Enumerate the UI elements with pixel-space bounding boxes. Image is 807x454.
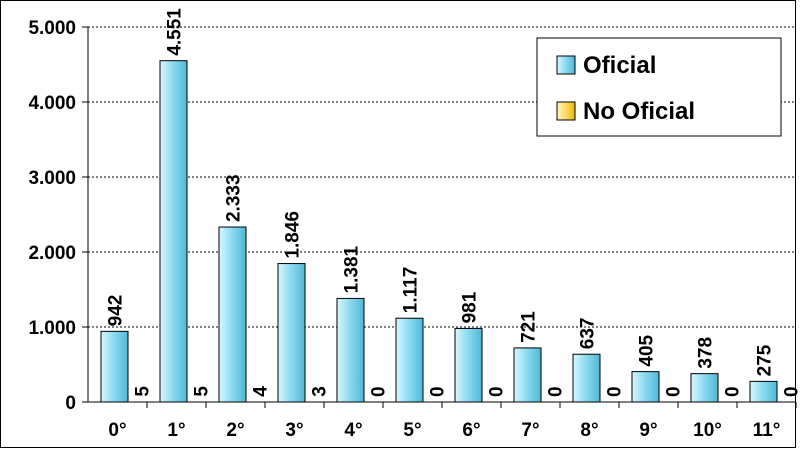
bar-oficial [749,380,778,403]
legend-swatch-oficial [556,55,576,75]
axes: 0 1.000 2.000 3.000 4.000 5.000 0° 1° 2° 3° 4° 5° 6°… [28,18,797,441]
legend-label-oficial: Oficial [583,52,656,79]
y-tick-label: 4.000 [28,93,76,114]
data-label-oficial: 1.846 [283,211,304,259]
x-tick-label: 5° [403,420,421,441]
x-tick-label: 2° [226,420,244,441]
x-tick-label: 0° [108,420,126,441]
legend-swatch-no-oficial [556,101,576,121]
bar-oficial [100,330,129,403]
y-tick-label: 5.000 [28,18,76,39]
x-tick-label: 3° [285,420,303,441]
x-tick-label: 8° [580,420,598,441]
y-tick-label: 3.000 [28,168,76,189]
legend-label-no-oficial: No Oficial [583,98,695,125]
y-tick-label: 0 [65,393,76,414]
bar-oficial [336,297,365,403]
data-label-oficial: 721 [519,311,540,343]
data-label-oficial: 378 [696,337,717,369]
bar-oficial [631,371,660,403]
data-label-oficial: 637 [578,318,599,350]
data-label-oficial: 405 [637,334,658,366]
bar-oficial [454,327,483,403]
gridlines [88,26,796,328]
y-tick-label: 2.000 [28,243,76,264]
data-label-no-oficial: 0 [723,386,744,397]
data-label-oficial: 275 [755,344,776,376]
bar-oficial [572,353,601,403]
data-label-oficial: 981 [460,291,481,323]
data-labels: 942 5 4.551 5 2.333 4 1.846 3 1.381 0 1.117 0 981 0 72… [106,8,803,397]
bar-oficial [690,373,719,403]
x-tick-label: 11° [753,420,781,441]
data-label-no-oficial: 5 [192,386,213,397]
data-label-oficial: 942 [106,295,127,327]
data-label-no-oficial: 0 [782,386,803,397]
bar-oficial [218,226,247,403]
data-label-oficial: 1.117 [401,267,422,314]
data-label-oficial: 1.381 [342,245,363,293]
data-label-oficial: 4.551 [165,8,186,56]
x-tick-label: 10° [693,420,722,441]
x-tick-label: 9° [639,420,657,441]
bar-oficial [277,263,306,403]
bar-oficial [513,347,542,403]
legend: Oficial No Oficial [536,37,782,137]
bar-oficial [159,60,188,403]
x-tick-label: 7° [521,420,539,441]
data-label-no-oficial: 0 [369,386,390,397]
y-tick-label: 1.000 [28,318,76,339]
data-label-no-oficial: 3 [310,386,331,397]
data-label-no-oficial: 5 [133,386,154,397]
data-label-no-oficial: 0 [487,386,508,397]
bar-oficial [395,317,424,403]
data-label-no-oficial: 0 [605,386,626,397]
data-label-no-oficial: 0 [428,386,449,397]
data-label-no-oficial: 0 [546,386,567,397]
data-label-oficial: 2.333 [224,174,245,222]
bars [100,60,778,403]
data-label-no-oficial: 0 [664,386,685,397]
data-label-no-oficial: 4 [251,386,272,397]
x-tick-label: 6° [462,420,480,441]
legend-box [536,37,782,137]
x-tick-label: 4° [344,420,362,441]
x-tick-label: 1° [167,420,185,441]
